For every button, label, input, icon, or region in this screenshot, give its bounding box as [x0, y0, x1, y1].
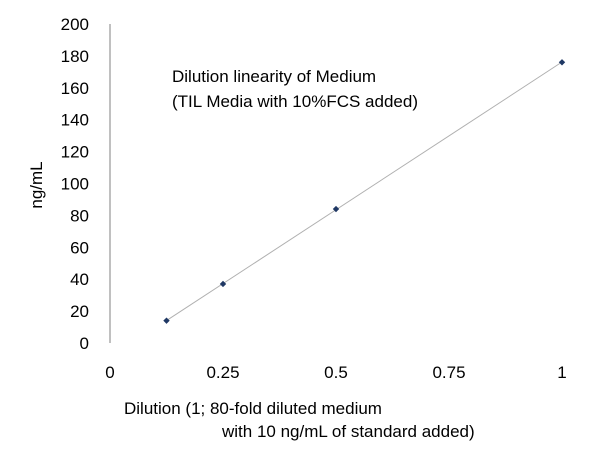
- y-tick-label: 140: [61, 111, 89, 130]
- y-tick-label: 100: [61, 175, 89, 194]
- y-tick-label: 200: [61, 15, 89, 34]
- data-point: [558, 59, 566, 66]
- y-tick-label: 160: [61, 79, 89, 98]
- x-tick-label: 1: [557, 363, 566, 382]
- data-point: [332, 205, 340, 213]
- y-tick-label: 180: [61, 47, 89, 66]
- y-tick-labels: 0 20 40 60 80 100 120 140 160 180 200: [61, 15, 89, 353]
- x-tick-label: 0.25: [206, 363, 239, 382]
- x-tick-label: 0: [105, 363, 114, 382]
- y-tick-label: 0: [80, 334, 89, 353]
- data-point: [163, 317, 170, 324]
- y-tick-label: 120: [61, 143, 89, 162]
- y-tick-label: 20: [70, 302, 89, 321]
- x-axis-title-line-2: with 10 ng/mL of standard added): [222, 422, 475, 441]
- x-tick-label: 0.75: [432, 363, 465, 382]
- y-tick-label: 80: [70, 206, 89, 225]
- data-points: [163, 59, 566, 324]
- chart-annotation-line-1: Dilution linearity of Medium: [172, 67, 376, 86]
- chart-annotation-line-2: (TIL Media with 10%FCS added): [172, 92, 418, 111]
- x-tick-labels: 0 0.25 0.5 0.75 1: [105, 363, 566, 382]
- data-point: [219, 280, 227, 288]
- trendline: [166, 61, 563, 321]
- trendline-line: [166, 61, 563, 321]
- y-axis-title: ng/mL: [27, 161, 46, 208]
- x-axis-title-line-1: Dilution (1; 80-fold diluted medium: [124, 399, 382, 418]
- x-tick-label: 0.5: [324, 363, 348, 382]
- y-tick-label: 40: [70, 270, 89, 289]
- y-tick-label: 60: [70, 238, 89, 257]
